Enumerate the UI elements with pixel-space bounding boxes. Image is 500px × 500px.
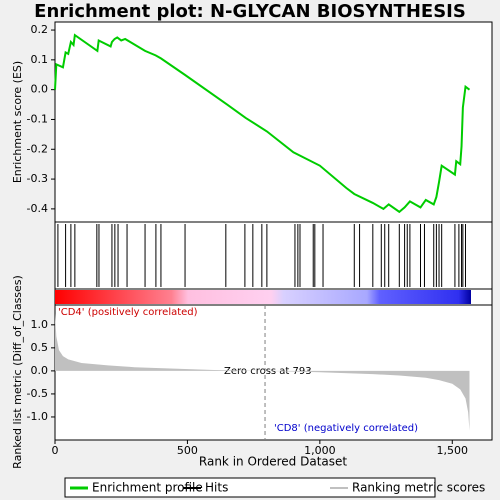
y-axis-label: Enrichment score (ES) [11, 61, 24, 183]
colorbar [55, 290, 471, 304]
y-tick-label: -0.4 [27, 202, 48, 215]
y-axis-label: Ranked list metric (Diff_of_Classes) [11, 275, 24, 469]
legend-label: Hits [205, 481, 228, 495]
x-axis-label: Rank in Ordered Dataset [199, 455, 347, 469]
x-tick-label: 0 [52, 444, 59, 457]
hits-panel [54, 221, 493, 290]
x-tick-label: 1,000 [304, 444, 336, 457]
chart-title: Enrichment plot: N-GLYCAN BIOSYNTHESIS [34, 1, 466, 22]
y-tick-label: 0.0 [31, 364, 49, 377]
y-tick-label: -0.5 [27, 387, 48, 400]
enrichment-line [54, 33, 471, 214]
y-tick-label: -0.1 [27, 112, 48, 125]
es-panel [54, 21, 493, 223]
y-tick-label: 0.0 [31, 83, 49, 96]
y-tick-label: 1.0 [31, 318, 49, 331]
y-tick-label: 0.5 [31, 341, 49, 354]
y-tick-label: -0.2 [27, 142, 48, 155]
legend-label: Enrichment profile [92, 481, 203, 495]
pos-label: 'CD4' (positively correlated) [58, 307, 198, 318]
metric-area [55, 313, 470, 431]
legend-label: Ranking metric scores [352, 481, 485, 495]
x-tick-label: 1,500 [437, 444, 469, 457]
y-tick-label: 0.1 [31, 53, 49, 66]
y-tick-label: -1.0 [27, 410, 48, 423]
neg-label: 'CD8' (negatively correlated) [274, 423, 418, 434]
y-tick-label: 0.2 [31, 23, 49, 36]
annotation: Zero cross at 793 [224, 366, 312, 377]
legend [64, 477, 436, 498]
x-tick-label: 500 [177, 444, 198, 457]
y-tick-label: -0.3 [27, 172, 48, 185]
